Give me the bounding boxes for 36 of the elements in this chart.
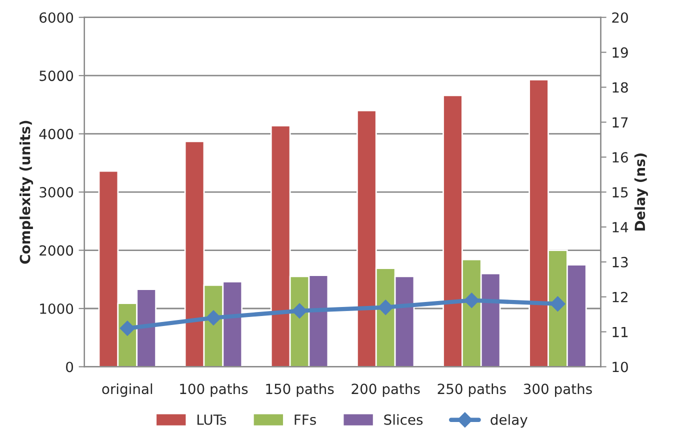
legend-label: LUTs	[197, 414, 226, 425]
y-tick-label: 1000	[40, 303, 74, 314]
y2-tick-label: 18	[612, 82, 628, 93]
point	[550, 296, 566, 312]
y2-tick-label: 12	[612, 292, 628, 302]
point	[464, 292, 480, 308]
y-tick-label: 5000	[40, 70, 74, 82]
point	[206, 310, 222, 326]
x-tick-label: 150 paths	[266, 383, 334, 397]
y2-tick-label: 17	[612, 117, 628, 128]
point	[120, 320, 135, 336]
y-tick-label: 4000	[39, 128, 74, 140]
y-tick-label: 0	[66, 362, 74, 372]
y-tick-label: 6000	[40, 12, 74, 23]
legend-label: delay	[490, 414, 528, 428]
y2-tick-label: 19	[612, 47, 628, 58]
x-tick-label: 200 paths	[352, 383, 420, 397]
y2-axis-title: Delay (ns)	[634, 154, 648, 230]
y2-tick-label: 20	[612, 12, 628, 23]
point	[292, 303, 308, 318]
x-tick-label: 100 paths	[180, 383, 248, 397]
y2-tick-label: 10	[612, 362, 628, 372]
legend-label: Slices	[384, 414, 423, 425]
y2-tick-label: 15	[612, 187, 628, 198]
x-tick-label: original	[102, 383, 152, 397]
point	[378, 300, 394, 315]
x-tick-label: 250 paths	[438, 383, 506, 397]
y-tick-label: 3000	[40, 187, 74, 198]
y2-tick-label: 14	[612, 222, 628, 232]
legend-label: FFs	[294, 414, 316, 425]
y2-tick-label: 13	[612, 256, 628, 268]
y-axis-title: Complexity (units)	[20, 120, 34, 264]
y2-tick-label: 11	[612, 326, 628, 338]
x-tick-label: 300 paths	[524, 383, 592, 397]
y-tick-label: 2000	[40, 245, 74, 256]
y2-tick-label: 16	[612, 152, 628, 163]
